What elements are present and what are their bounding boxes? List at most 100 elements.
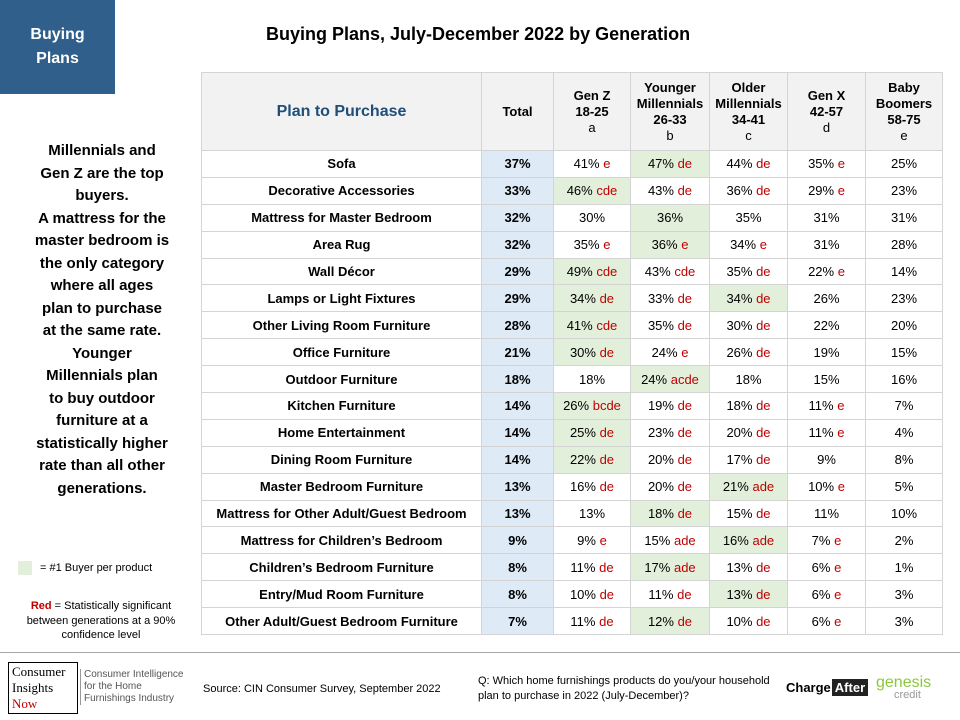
cell-value: 11% bbox=[808, 425, 834, 441]
cell-value: 35% bbox=[808, 156, 835, 172]
cell-value: 19% bbox=[647, 398, 674, 414]
cell-value: 29% bbox=[808, 183, 835, 199]
significance-letters: e bbox=[677, 344, 689, 360]
cell-value: 5% bbox=[894, 479, 914, 495]
cell-younger-millennials: 23% de bbox=[630, 418, 710, 447]
cell-genz: 13% bbox=[553, 499, 631, 528]
cell-younger-millennials: 15% ade bbox=[630, 526, 710, 555]
page-title: Buying Plans, July-December 2022 by Gene… bbox=[266, 24, 691, 44]
significance-letters: de bbox=[595, 479, 615, 495]
product-name-cell: Outdoor Furniture bbox=[201, 365, 482, 394]
cell-value: 34% bbox=[569, 290, 596, 306]
product-name-cell: Master Bedroom Furniture bbox=[201, 472, 482, 501]
side-text-line: to buy outdoor bbox=[49, 389, 155, 407]
cell-value: 22% bbox=[808, 264, 835, 279]
cell-baby-boomers: 28% bbox=[865, 230, 943, 259]
cell-younger-millennials: 36% bbox=[630, 203, 710, 232]
header-older-millennials: Older Millennials 34-41 c bbox=[709, 72, 788, 151]
badge-line-1: Buying bbox=[30, 26, 85, 43]
cell-baby-boomers: 20% bbox=[865, 311, 943, 340]
cell-value: 13% bbox=[726, 586, 753, 602]
cell-value: 3% bbox=[894, 586, 914, 602]
cell-value: 12% bbox=[647, 613, 674, 629]
cell-value: 9% bbox=[817, 452, 836, 468]
cell-genx: 15% bbox=[787, 365, 866, 394]
product-name-cell: Mattress for Master Bedroom bbox=[201, 203, 482, 232]
cell-value: 34% bbox=[730, 237, 757, 253]
cell-value: 4% bbox=[894, 425, 914, 441]
source-note: Source: CIN Consumer Survey, September 2… bbox=[203, 683, 441, 695]
significance-letters: e bbox=[834, 156, 845, 172]
cell-value: 47% bbox=[647, 156, 674, 172]
cell-older-millennials: 15% de bbox=[709, 499, 788, 528]
cell-value: 20% bbox=[890, 317, 918, 333]
product-name-cell: Children’s Bedroom Furniture bbox=[201, 553, 482, 582]
cell-genz: 11% de bbox=[553, 553, 631, 582]
cell-genz: 30% de bbox=[553, 338, 631, 367]
table-row: Sofa 37% 41% e 47% de 44% de 35% e 25% bbox=[201, 150, 943, 178]
significance-letters: de bbox=[673, 317, 693, 333]
cell-older-millennials: 34% e bbox=[709, 230, 788, 259]
cell-genx: 9% bbox=[787, 445, 866, 474]
significance-letters: e bbox=[756, 237, 767, 253]
cell-value: 36% bbox=[651, 237, 678, 253]
significance-letters: de bbox=[752, 425, 771, 441]
cell-genx: 31% bbox=[787, 230, 866, 259]
cell-younger-millennials: 36% e bbox=[630, 230, 710, 259]
cell-value: 11% bbox=[570, 559, 596, 575]
significance-letters: ade bbox=[748, 532, 775, 548]
cell-value: 30% bbox=[569, 344, 596, 360]
survey-question: Q: Which home furnishings products do yo… bbox=[478, 675, 770, 702]
cell-genz: 16% de bbox=[553, 472, 631, 501]
cell-baby-boomers: 3% bbox=[865, 607, 943, 636]
table-row: Decorative Accessories 33% 46% cde 43% de 36… bbox=[201, 176, 943, 205]
side-text-line: Millennials plan bbox=[46, 367, 158, 384]
table-row: Mattress for Children’s Bedroom 9% 9% e 15%… bbox=[201, 526, 943, 555]
significance-letters: e bbox=[830, 586, 842, 602]
cell-value: 9% bbox=[577, 532, 596, 548]
side-commentary: Millennials and Gen Z are the top buyers. A… bbox=[22, 140, 182, 500]
cell-value: 36% bbox=[726, 183, 753, 199]
significance-letters: de bbox=[752, 452, 771, 468]
total-cell: 21% bbox=[481, 338, 554, 367]
significance-letters: e bbox=[595, 532, 607, 548]
significance-letters: e bbox=[830, 559, 842, 575]
cell-baby-boomers: 7% bbox=[865, 392, 943, 420]
table-body: Sofa 37% 41% e 47% de 44% de 35% e 25% Decorati… bbox=[201, 150, 943, 636]
cell-value: 30% bbox=[578, 210, 606, 226]
product-name-cell: Dining Room Furniture bbox=[201, 445, 482, 474]
cell-value: 11% bbox=[570, 613, 596, 629]
cell-value: 25% bbox=[890, 156, 918, 172]
cell-genz: 46% cde bbox=[553, 176, 631, 205]
product-name-cell: Office Furniture bbox=[201, 338, 482, 367]
table-row: Home Entertainment 14% 25% de 23% de 20% de 1… bbox=[201, 418, 943, 447]
significance-letters: de bbox=[752, 586, 771, 602]
product-name-cell: Other Adult/Guest Bedroom Furniture bbox=[201, 607, 482, 636]
total-cell: 14% bbox=[481, 445, 554, 474]
cell-genz: 22% de bbox=[553, 445, 631, 474]
side-text-line: at the same rate. bbox=[42, 322, 162, 339]
significance-letters: cde bbox=[592, 183, 618, 199]
table-row: Outdoor Furniture 18% 18% 24% acde 18% 15% 16% bbox=[201, 365, 943, 394]
cell-older-millennials: 18% de bbox=[709, 392, 788, 420]
cell-genz: 41% e bbox=[553, 150, 631, 178]
side-text-line: Younger bbox=[72, 344, 132, 362]
total-cell: 8% bbox=[481, 580, 554, 609]
total-cell: 9% bbox=[481, 526, 554, 555]
cell-value: 11% bbox=[648, 586, 674, 602]
cell-value: 35% bbox=[726, 264, 753, 279]
chargeafter-logo: Charge After bbox=[786, 679, 869, 696]
significance-letters: e bbox=[830, 532, 842, 548]
cell-value: 10% bbox=[890, 506, 918, 522]
cell-value: 7% bbox=[811, 532, 831, 548]
cell-value: 44% bbox=[726, 156, 753, 172]
table-row: Dining Room Furniture 14% 22% de 20% de 17% … bbox=[201, 445, 943, 474]
significance-letters: de bbox=[673, 156, 693, 172]
product-name-cell: Lamps or Light Fixtures bbox=[201, 284, 482, 313]
significance-letters: cde bbox=[592, 264, 618, 279]
cell-value: 25% bbox=[569, 425, 596, 441]
consumer-insights-now-logo: Consumer Insights Now bbox=[8, 662, 78, 714]
cell-value: 20% bbox=[647, 452, 674, 468]
cell-baby-boomers: 1% bbox=[865, 553, 943, 582]
cell-younger-millennials: 20% de bbox=[630, 445, 710, 474]
